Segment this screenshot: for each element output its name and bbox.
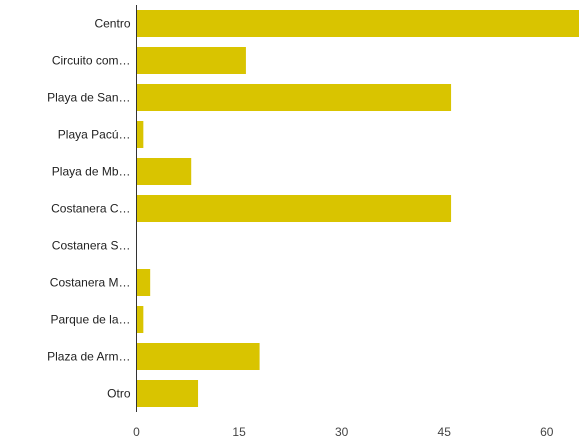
bar-2 [136, 84, 452, 111]
bar-5 [136, 195, 452, 222]
category-label: Costanera S… [52, 239, 131, 253]
x-tick-label: 60 [540, 425, 554, 439]
category-label: Costanera M… [50, 276, 131, 290]
bar-1 [136, 47, 246, 74]
bar-0 [136, 10, 579, 37]
bar-9 [136, 343, 260, 370]
category-label: Costanera C… [51, 202, 130, 216]
category-label: Circuito com… [52, 54, 131, 68]
category-label: Playa de Mb… [52, 165, 131, 179]
category-label: Plaza de Arm… [47, 350, 130, 364]
x-tick-labels-group: 0 15 30 45 60 [133, 425, 554, 439]
bar-7 [136, 269, 151, 296]
category-label: Parque de la… [50, 313, 130, 327]
bars-group [136, 10, 579, 407]
category-label: Centro [94, 17, 130, 31]
category-label: Otro [107, 387, 131, 401]
bar-8 [136, 306, 144, 333]
category-label: Playa Pacú… [58, 128, 131, 142]
bar-4 [136, 158, 192, 185]
x-tick-label: 0 [133, 425, 140, 439]
bar-3 [136, 121, 144, 148]
category-labels-group: Centro Circuito com… Playa de San… Playa Pa… [47, 17, 131, 401]
x-tick-label: 30 [335, 425, 349, 439]
x-tick-label: 45 [438, 425, 452, 439]
category-label: Playa de San… [47, 91, 130, 105]
bar-10 [136, 380, 199, 407]
x-tick-label: 15 [232, 425, 246, 439]
